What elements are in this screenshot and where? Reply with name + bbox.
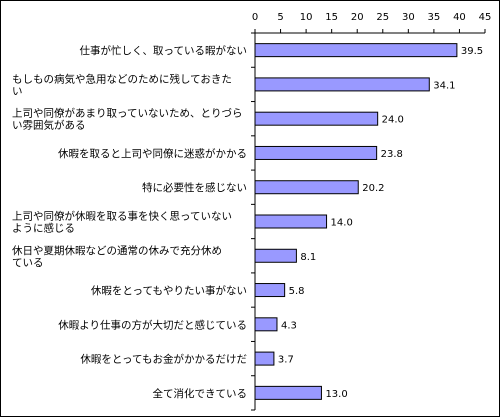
bar <box>254 317 278 332</box>
value-label: 24.0 <box>382 115 404 126</box>
x-tick-label: 35 <box>428 12 441 23</box>
category-label: 特に必要性を感じない <box>142 181 247 194</box>
category-label: 上司や同僚が休暇を取る事を快く思っていないように感じる <box>12 210 232 235</box>
value-label: 23.8 <box>381 149 403 160</box>
category-label: 全て消化できている <box>153 387 248 400</box>
value-label: 5.8 <box>289 286 305 297</box>
bar <box>254 385 322 400</box>
value-label: 8.1 <box>300 252 316 263</box>
x-tick-label: 45 <box>479 12 492 23</box>
bar <box>254 43 458 58</box>
bar <box>254 77 430 92</box>
bar <box>254 283 286 298</box>
value-label: 13.0 <box>325 389 347 400</box>
category-label: 休暇より仕事の方が大切だと感じている <box>58 318 247 331</box>
bars <box>251 32 458 411</box>
value-label: 39.5 <box>461 46 483 57</box>
category-label: もしもの病気や急用などのために残しておきたい <box>12 72 232 97</box>
bar <box>254 111 379 126</box>
category-label: 休暇を取ると上司や同僚に迷惑がかかる <box>58 147 247 160</box>
category-label: 休暇をとってもやりたい事がない <box>91 284 247 297</box>
value-label: 34.1 <box>433 80 455 91</box>
x-tick-label: 25 <box>376 12 389 23</box>
x-tick-label: 0 <box>252 12 258 23</box>
value-label: 14.0 <box>331 218 353 229</box>
bar <box>254 214 328 229</box>
x-tick-label: 10 <box>300 12 313 23</box>
x-tick-label: 30 <box>402 12 415 23</box>
x-tick-label: 40 <box>453 12 466 23</box>
category-label: 休暇をとってもお金がかかるだけだ <box>80 353 247 366</box>
x-tick-label: 15 <box>325 12 338 23</box>
category-label: 仕事が忙しく、取っている暇がない <box>80 44 247 57</box>
value-label: 3.7 <box>278 355 294 366</box>
x-tick-label: 20 <box>351 12 364 23</box>
category-labels: 仕事が忙しく、取っている暇がないもしもの病気や急用などのために残しておきたい上司… <box>12 44 247 400</box>
bar <box>254 180 359 195</box>
bar <box>254 351 275 366</box>
bar <box>254 145 378 160</box>
bar <box>254 248 297 263</box>
value-label: 4.3 <box>281 320 297 331</box>
x-tick-label: 5 <box>277 12 283 23</box>
value-labels: 39.5 34.1 24.0 23.8 20.2 14.0 8.1 5.8 4.3 3.7 13.0 <box>278 46 483 400</box>
value-label: 20.2 <box>362 183 384 194</box>
x-axis: 0 5 10 15 20 25 30 35 40 45 <box>252 12 492 410</box>
category-label: 上司や同僚があまり取っていないため、とりづらい雰囲気がある <box>12 107 242 132</box>
category-label: 休日や夏期休暇などの通常の休みで充分休めている <box>12 244 222 269</box>
